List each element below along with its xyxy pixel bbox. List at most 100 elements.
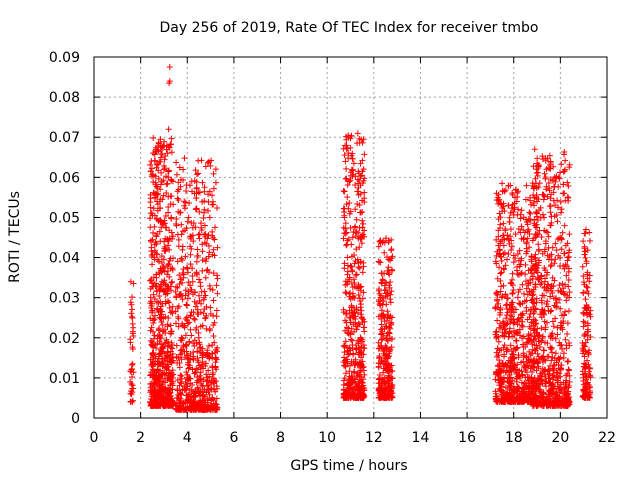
data-point [187, 261, 194, 268]
data-point [178, 406, 185, 413]
data-point [187, 326, 194, 333]
data-point [188, 286, 195, 293]
data-point [151, 223, 158, 230]
data-point [176, 359, 183, 366]
data-point [205, 207, 212, 214]
data-point [494, 398, 501, 405]
data-point [175, 313, 182, 320]
data-point [184, 317, 191, 324]
data-point [151, 212, 158, 219]
data-point [521, 390, 528, 397]
data-point [529, 350, 536, 357]
data-point [343, 290, 350, 297]
data-point [562, 381, 569, 388]
data-point [547, 333, 554, 340]
data-point [158, 224, 165, 231]
data-point [343, 145, 350, 152]
data-point [498, 253, 505, 260]
data-point [376, 286, 383, 293]
data-point [202, 258, 209, 265]
data-point [183, 225, 190, 232]
data-point [557, 198, 564, 205]
data-point [168, 328, 175, 335]
data-point [213, 307, 220, 314]
data-point [557, 365, 564, 372]
data-point [496, 247, 503, 254]
data-point [529, 341, 536, 348]
data-point [502, 326, 509, 333]
data-point [499, 318, 506, 325]
data-point [349, 155, 356, 162]
data-point [498, 294, 505, 301]
data-point [177, 276, 184, 283]
data-point [167, 309, 174, 316]
data-point [381, 325, 388, 332]
data-point [565, 183, 572, 190]
data-point [177, 395, 184, 402]
data-point [545, 233, 552, 240]
data-point [510, 259, 517, 266]
x-tick-label: 16 [458, 430, 476, 446]
data-point [192, 369, 199, 376]
data-point [348, 172, 355, 179]
data-point [531, 336, 538, 343]
data-point [526, 230, 533, 237]
data-point [558, 209, 565, 216]
data-point [552, 295, 559, 302]
data-point [157, 367, 164, 374]
data-point [534, 217, 541, 224]
data-point [149, 366, 156, 373]
data-point [387, 257, 394, 264]
data-point [150, 178, 157, 185]
data-point [148, 361, 155, 368]
data-point [192, 224, 199, 231]
data-point [156, 270, 163, 277]
data-point [495, 242, 502, 249]
data-point [348, 379, 355, 386]
data-point [564, 179, 571, 186]
data-point [535, 332, 542, 339]
axis-ticks: 0 2 4 6 8 10 12 14 16 18 20 22 0 0.01 0.02 0.03 0.04 0.05… [49, 50, 616, 446]
data-point [128, 381, 135, 388]
data-point [511, 362, 518, 369]
data-point [502, 225, 509, 232]
data-point [499, 208, 506, 215]
data-point [211, 386, 218, 393]
data-point [529, 237, 536, 244]
data-point [186, 199, 193, 206]
data-point [587, 307, 594, 314]
data-point [149, 349, 156, 356]
data-point [147, 327, 154, 334]
data-point [537, 372, 544, 379]
data-point [353, 326, 360, 333]
data-point [560, 350, 567, 357]
data-point [584, 393, 591, 400]
data-point [174, 188, 181, 195]
data-point [528, 253, 535, 260]
data-point [382, 386, 389, 393]
data-point [584, 288, 591, 295]
data-point [359, 295, 366, 302]
data-point [523, 308, 530, 315]
data-point [152, 147, 159, 154]
data-point [524, 248, 531, 255]
data-point [586, 365, 593, 372]
data-point [561, 222, 568, 229]
data-point [534, 325, 541, 332]
data-point [200, 215, 207, 222]
data-point [519, 335, 526, 342]
data-point [492, 258, 499, 265]
data-point [166, 80, 173, 87]
data-point [185, 214, 192, 221]
data-point [360, 259, 367, 266]
plot-frame [93, 56, 608, 419]
data-point [496, 196, 503, 203]
data-point [344, 329, 351, 336]
data-point [532, 175, 539, 182]
data-point [584, 320, 591, 327]
data-point [184, 269, 191, 276]
data-point [388, 321, 395, 328]
data-point [378, 336, 385, 343]
data-point [518, 269, 525, 276]
data-point [507, 342, 514, 349]
